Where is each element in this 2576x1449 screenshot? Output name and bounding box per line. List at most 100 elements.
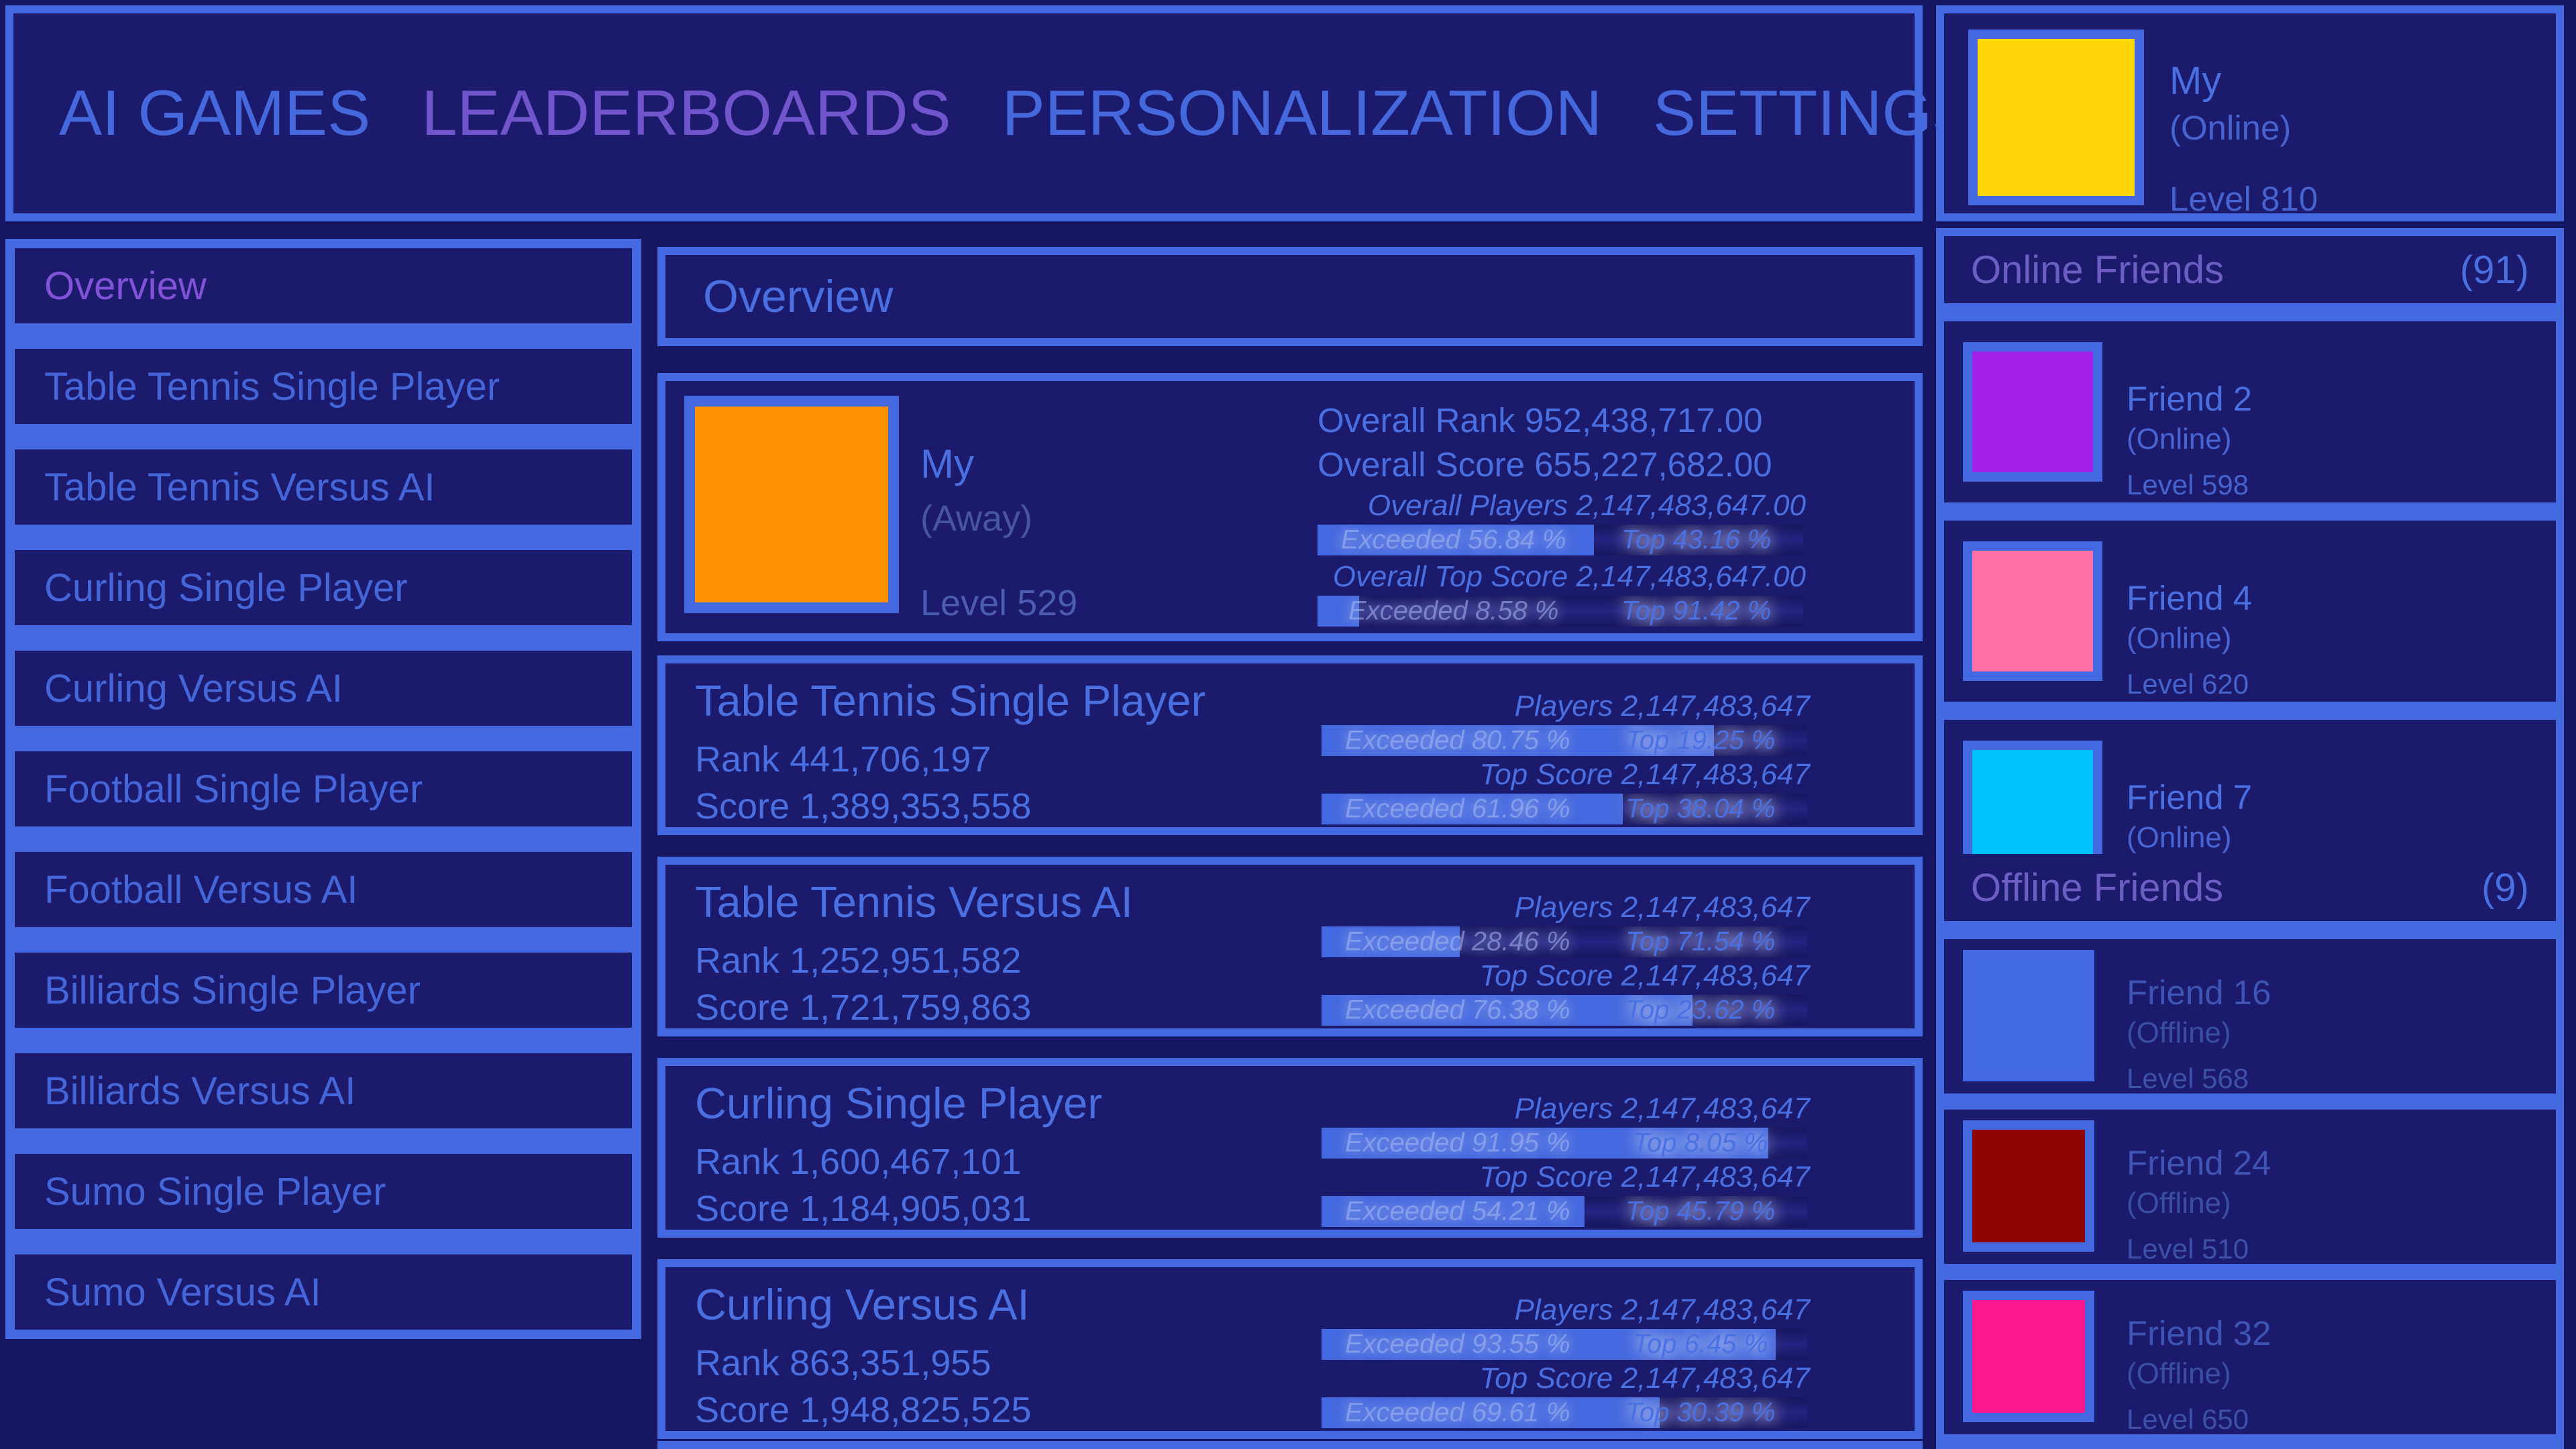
section-stats: Curling Single Player Rank 1,600,467,101… — [695, 1075, 1102, 1232]
sidebar-item-billiards-versus-ai[interactable]: Billiards Versus AI — [15, 1053, 632, 1128]
players-label: Players 2,147,483,647 — [1514, 1092, 1810, 1125]
section-rank: Rank 1,600,467,101 — [695, 1142, 1022, 1182]
top-percent-label: Top 45.79 % — [1625, 1196, 1776, 1226]
friend-card-friend-32[interactable]: Friend 32 (Offline) Level 650 — [1944, 1280, 2556, 1437]
friend-name: Friend 16 — [2127, 973, 2271, 1012]
nav-item-ai-games[interactable]: AI GAMES — [59, 77, 371, 149]
friend-status: (Online) — [2127, 622, 2232, 655]
profile-info: My (Away) Level 529 — [920, 439, 1077, 627]
top-percent-label: Top 8.05 % — [1633, 1128, 1768, 1158]
progress-bar-fill — [1322, 725, 1714, 756]
sidebar-item-football-versus-ai[interactable]: Football Versus AI — [15, 852, 632, 927]
friend-card-friend-16[interactable]: Friend 16 (Offline) Level 568 — [1944, 939, 2556, 1096]
top-score-label: Top Score 2,147,483,647 — [1479, 959, 1810, 992]
friend-name: Friend 4 — [2127, 579, 2253, 617]
friend-info: Friend 32 (Offline) Level 650 — [2127, 1312, 2271, 1437]
top-percent-label: Top 30.39 % — [1625, 1397, 1776, 1428]
top-score-label: Top Score 2,147,483,647 — [1479, 758, 1810, 791]
sidebar-item-sumo-single-player[interactable]: Sumo Single Player — [15, 1154, 632, 1229]
section-rank: Rank 441,706,197 — [695, 739, 991, 780]
section-title: Table Tennis Versus AI — [695, 877, 1133, 926]
section-score: Score 1,184,905,031 — [695, 1189, 1032, 1229]
sidebar-item-curling-single-player[interactable]: Curling Single Player — [15, 550, 632, 625]
exceeded-label: Exceeded 80.75 % — [1344, 725, 1570, 755]
friend-level: Level 650 — [2127, 1403, 2249, 1435]
friends-sidebar: Online Friends (91) Friend 2 (Online) Le… — [1936, 228, 2564, 1449]
next-section-partial-edge — [657, 1441, 1923, 1449]
progress-bar-fill — [1322, 794, 1623, 824]
top-score-progress-bar: Exceeded 69.61 % Top 30.39 % — [1322, 1397, 1807, 1428]
progress-bar-fill — [1322, 1397, 1660, 1428]
friend-level: Level 568 — [2127, 1063, 2249, 1094]
sidebar-item-table-tennis-versus-ai[interactable]: Table Tennis Versus AI — [15, 449, 632, 525]
top-score-label: Top Score 2,147,483,647 — [1479, 1161, 1810, 1193]
progress-bar-fill — [1322, 1329, 1776, 1360]
section-curling-single-player: Curling Single Player Rank 1,600,467,101… — [657, 1058, 1923, 1238]
section-rank: Rank 1,252,951,582 — [695, 941, 1022, 981]
sidebar-item-overview[interactable]: Overview — [15, 248, 632, 323]
progress-bar-fill — [1322, 995, 1693, 1026]
exceeded-label: Exceeded 54.21 % — [1344, 1196, 1570, 1226]
overall-score: Overall Score 655,227,682.00 — [1318, 445, 1772, 484]
section-table-tennis-versus-ai: Table Tennis Versus AI Rank 1,252,951,58… — [657, 857, 1923, 1036]
exceeded-label: Exceeded 76.38 % — [1344, 995, 1570, 1025]
players-progress-bar: Exceeded 80.75 % Top 19.25 % — [1322, 725, 1807, 756]
sidebar-item-sumo-versus-ai[interactable]: Sumo Versus AI — [15, 1254, 632, 1330]
nav-item-leaderboards[interactable]: LEADERBOARDS — [421, 77, 951, 149]
friend-info: Friend 7 (Online) — [2127, 776, 2252, 857]
sidebar-item-table-tennis-single-player[interactable]: Table Tennis Single Player — [15, 349, 632, 424]
profile-name: My — [920, 441, 974, 486]
section-stats: Table Tennis Versus AI Rank 1,252,951,58… — [695, 874, 1133, 1031]
top-score-progress-bar: Exceeded 54.21 % Top 45.79 % — [1322, 1196, 1807, 1227]
progress-bar-fill — [1322, 1196, 1585, 1227]
friend-level: Level 510 — [2127, 1233, 2249, 1265]
progress-bar-fill — [1318, 596, 1360, 627]
current-user-name: My — [2169, 59, 2222, 103]
players-progress-bar: Exceeded 93.55 % Top 6.45 % — [1322, 1329, 1807, 1360]
friend-status: (Offline) — [2127, 1187, 2231, 1220]
nav-item-settings[interactable]: SETTINGS — [1653, 77, 1976, 149]
offline-friends-count: (9) — [2481, 865, 2529, 910]
current-user-status: (Online) — [2169, 109, 2292, 147]
section-stats: Curling Versus AI Rank 863,351,955 Score… — [695, 1277, 1031, 1434]
friend-info: Friend 16 (Offline) Level 568 — [2127, 971, 2271, 1096]
section-bars: Players 2,147,483,647 Exceeded 80.75 % T… — [1322, 690, 1810, 824]
section-title: Curling Versus AI — [695, 1280, 1030, 1329]
section-title: Curling Single Player — [695, 1079, 1102, 1128]
top-nav: AI GAMES LEADERBOARDS PERSONALIZATION SE… — [5, 5, 1975, 221]
page-title: Overview — [703, 271, 894, 322]
top-percent-label: Top 6.45 % — [1633, 1329, 1768, 1359]
friend-info: Friend 4 (Online) Level 620 — [2127, 577, 2252, 702]
top-percent-label: Top 43.16 % — [1621, 525, 1772, 555]
top-score-progress-bar: Exceeded 76.38 % Top 23.62 % — [1322, 995, 1807, 1026]
friend-card-friend-4[interactable]: Friend 4 (Online) Level 620 — [1944, 521, 2556, 702]
overall-rank: Overall Rank 952,438,717.00 — [1318, 401, 1763, 439]
progress-bar-fill — [1322, 1128, 1768, 1159]
sidebar-item-curling-versus-ai[interactable]: Curling Versus AI — [15, 651, 632, 726]
top-percent-label: Top 71.54 % — [1625, 926, 1776, 957]
overall-top-score-progress-bar: Exceeded 8.58 % Top 91.42 % — [1318, 596, 1803, 627]
players-label: Players 2,147,483,647 — [1514, 690, 1810, 722]
overall-top-score-label: Overall Top Score 2,147,483,647.00 — [1332, 560, 1806, 593]
exceeded-label: Exceeded 8.58 % — [1348, 596, 1559, 626]
exceeded-label: Exceeded 69.61 % — [1344, 1397, 1570, 1428]
offline-friends-label: Offline Friends — [1971, 865, 2224, 910]
section-bars: Players 2,147,483,647 Exceeded 91.95 % T… — [1322, 1093, 1810, 1227]
friend-card-friend-2[interactable]: Friend 2 (Online) Level 598 — [1944, 321, 2556, 502]
friend-level: Level 620 — [2127, 668, 2249, 700]
friend-info: Friend 2 (Online) Level 598 — [2127, 378, 2252, 502]
progress-bar-fill — [1322, 926, 1460, 957]
section-table-tennis-single-player: Table Tennis Single Player Rank 441,706,… — [657, 655, 1923, 835]
sidebar-item-football-single-player[interactable]: Football Single Player — [15, 751, 632, 826]
friend-avatar — [1963, 541, 2102, 681]
sidebar-item-billiards-single-player[interactable]: Billiards Single Player — [15, 953, 632, 1028]
section-score: Score 1,948,825,525 — [695, 1390, 1032, 1430]
players-label: Players 2,147,483,647 — [1514, 1293, 1810, 1326]
section-rank: Rank 863,351,955 — [695, 1343, 991, 1383]
nav-item-personalization[interactable]: PERSONALIZATION — [1002, 77, 1603, 149]
friend-avatar — [1963, 950, 2094, 1081]
friend-card-friend-24[interactable]: Friend 24 (Offline) Level 510 — [1944, 1110, 2556, 1265]
exceeded-label: Exceeded 28.46 % — [1344, 926, 1570, 957]
section-curling-versus-ai: Curling Versus AI Rank 863,351,955 Score… — [657, 1259, 1923, 1439]
